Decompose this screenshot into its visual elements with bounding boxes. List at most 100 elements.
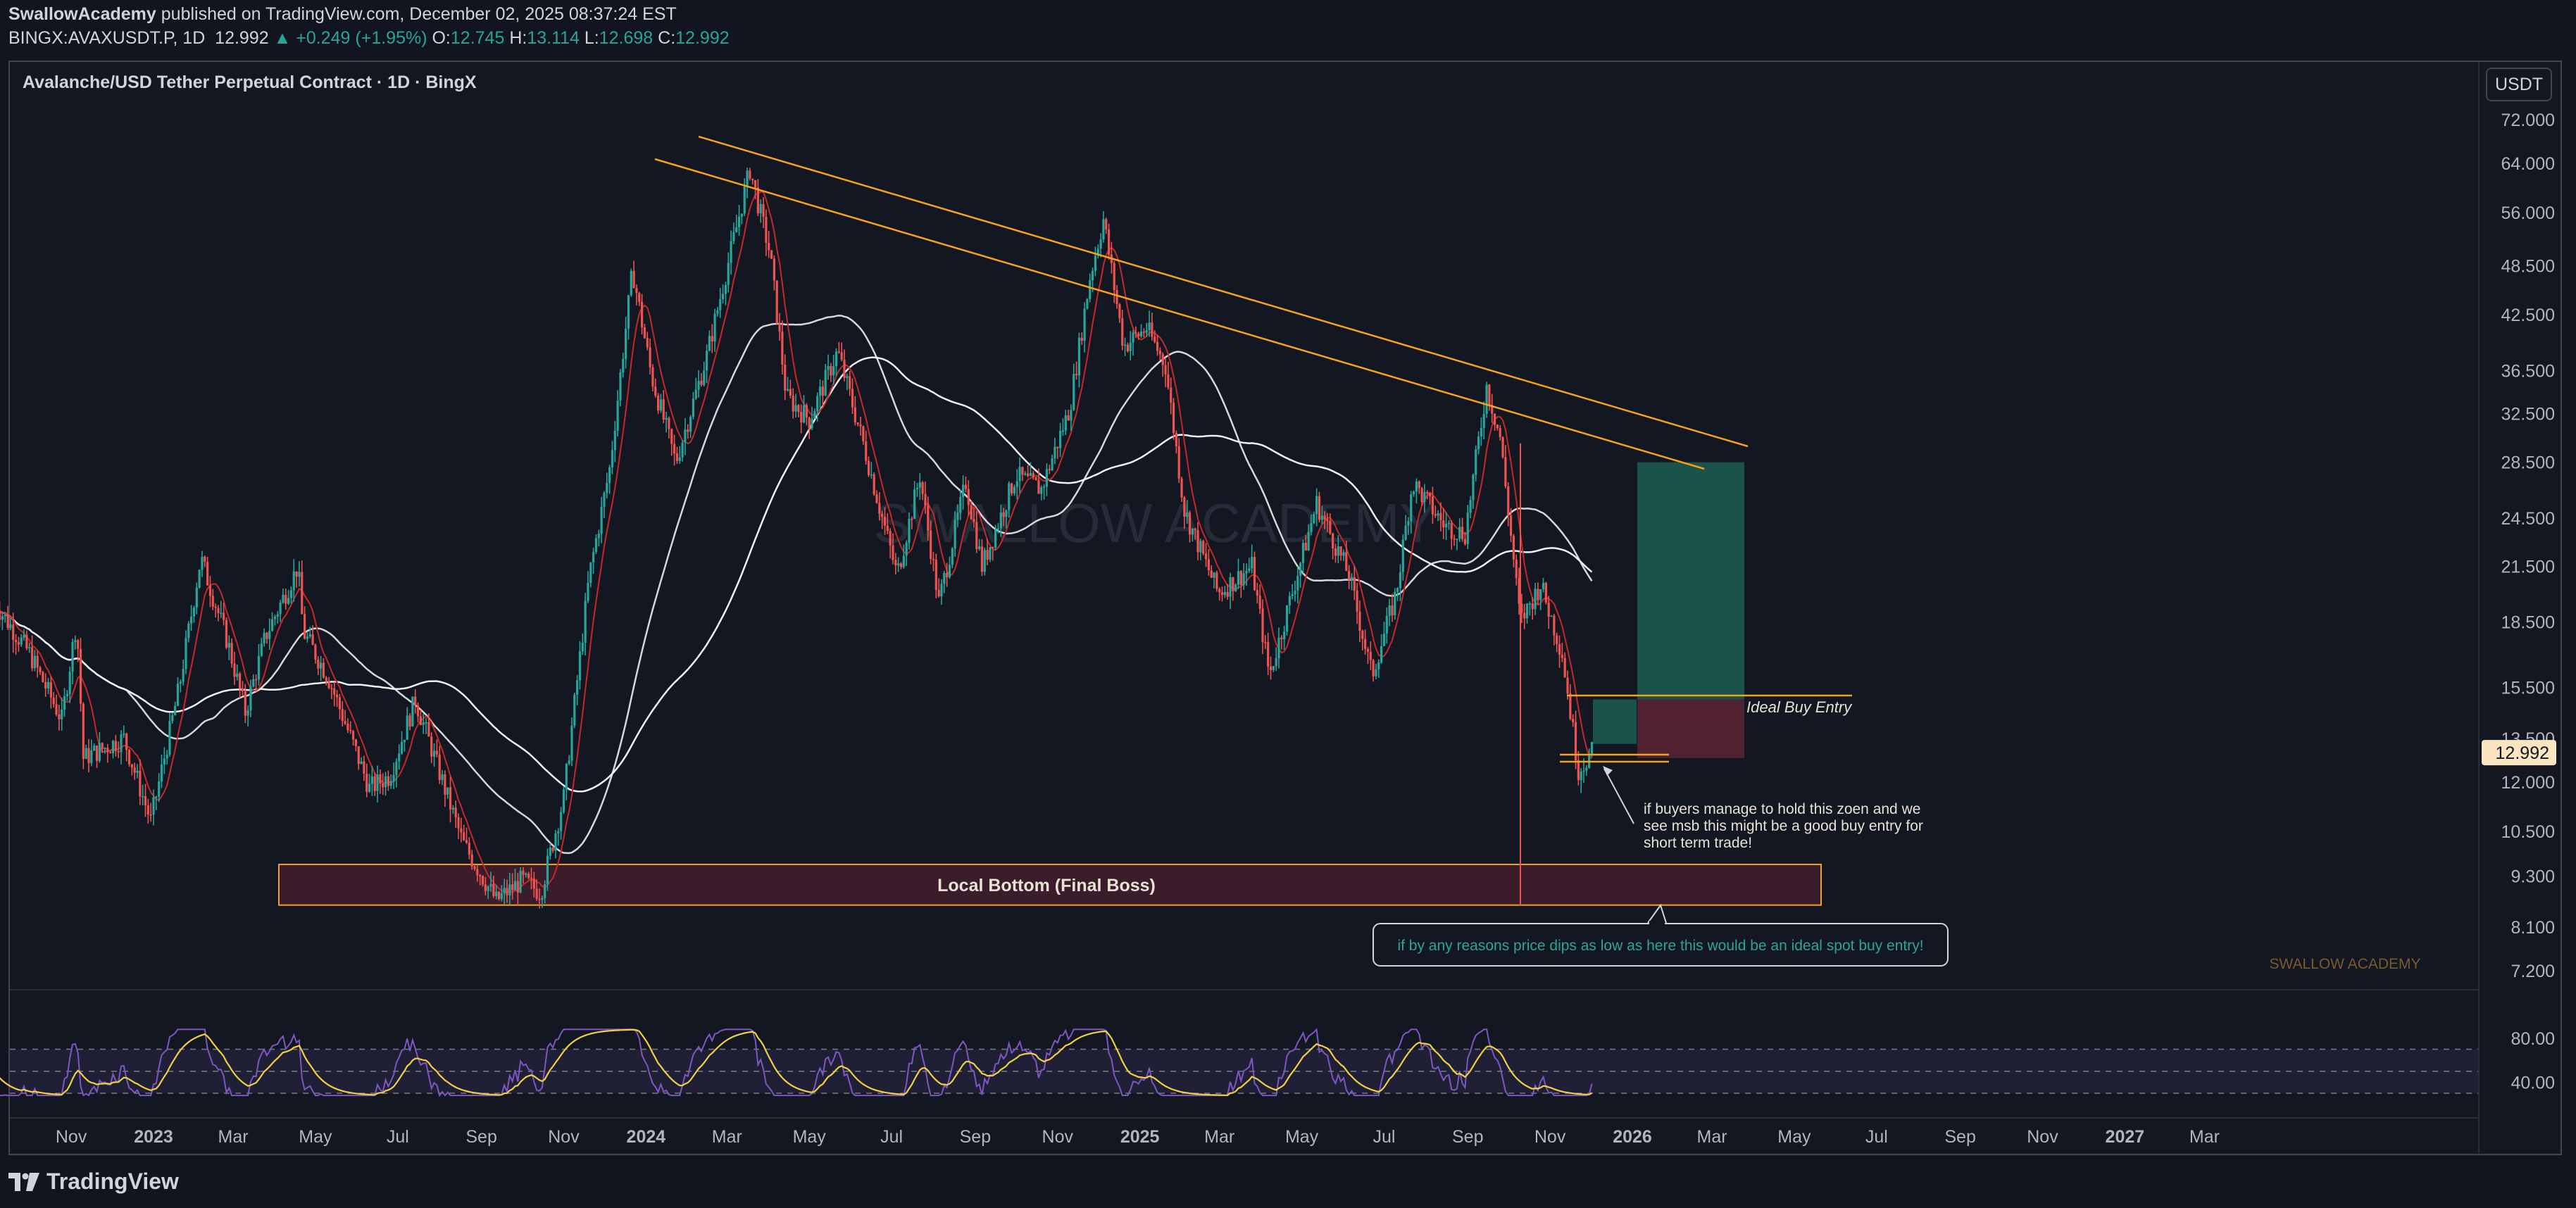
candle-body	[1261, 608, 1264, 643]
candle-body	[114, 741, 117, 751]
high-label: H:	[509, 28, 527, 48]
candle-body	[454, 807, 457, 817]
candle-body	[638, 293, 641, 302]
price-tick-label: 24.500	[2501, 509, 2555, 529]
candle-body	[1167, 374, 1170, 388]
candle-body	[1202, 541, 1205, 554]
time-tick-label: May	[1285, 1127, 1319, 1147]
candle-body	[104, 748, 106, 750]
candle-body	[63, 696, 66, 710]
candle-body	[959, 496, 962, 513]
candle-body	[1345, 552, 1348, 571]
candle-body	[1156, 341, 1159, 351]
candle-body	[1096, 248, 1099, 256]
candle-body	[287, 598, 290, 604]
candle-body	[1048, 469, 1051, 471]
candle-body	[484, 884, 487, 891]
candle-body	[789, 389, 792, 396]
candle-body	[700, 380, 703, 385]
candle-body	[1380, 646, 1383, 662]
candle-body	[1323, 515, 1326, 520]
candle-body	[411, 696, 414, 726]
resistance-trendline-upper[interactable]	[698, 135, 1749, 448]
candle-body	[611, 450, 614, 467]
candle-body	[881, 513, 884, 517]
candle-body	[1220, 592, 1224, 596]
candle-body	[368, 784, 371, 792]
candle-body	[557, 831, 560, 833]
candle-body	[1070, 410, 1073, 421]
candle-body	[1588, 753, 1591, 768]
candle-body	[527, 873, 530, 879]
callout-pointer-mask	[1649, 921, 1665, 926]
candle-body	[878, 503, 881, 514]
candle-body	[492, 883, 495, 896]
long-target-box[interactable]	[1637, 462, 1744, 700]
time-tick-label: Sep	[1452, 1127, 1483, 1147]
candle-body	[1258, 596, 1261, 609]
candle-body	[592, 552, 595, 562]
candle-body	[1210, 570, 1213, 578]
currency-button[interactable]: USDT	[2486, 68, 2552, 101]
candle-body	[1164, 365, 1167, 375]
candle-body	[856, 422, 859, 424]
candle-body	[503, 888, 506, 894]
candle-body	[724, 284, 727, 294]
candle-body	[765, 217, 768, 244]
candle-body	[192, 608, 196, 617]
price-tick-label: 12.000	[2501, 773, 2555, 793]
candle-body	[1083, 308, 1086, 341]
candle-body	[508, 884, 511, 895]
candle-body	[1253, 557, 1256, 591]
candle-body	[689, 417, 692, 432]
price-tick-label: 28.500	[2501, 453, 2555, 473]
candle-body	[1296, 575, 1299, 591]
candle-body	[818, 386, 822, 396]
candle-body	[1107, 229, 1111, 255]
candle-body	[1499, 428, 1501, 438]
author-name[interactable]: SwallowAcademy	[8, 4, 156, 24]
candle-body	[1313, 514, 1315, 524]
corner-watermark: SWALLOW ACADEMY	[2269, 956, 2420, 972]
price-change: ▲ +0.249 (+1.95%)	[273, 28, 427, 48]
candle-body	[837, 351, 840, 353]
candle-body	[246, 710, 249, 716]
local-bottom-label: Local Bottom (Final Boss)	[937, 876, 1156, 895]
candle-body	[816, 396, 819, 411]
candle-body	[694, 389, 697, 399]
candle-body	[1177, 446, 1180, 479]
candle-body	[6, 615, 9, 628]
candle-body	[1523, 612, 1526, 619]
candle-body	[1520, 603, 1523, 613]
chart-frame[interactable]	[8, 61, 2562, 1155]
candle-body	[36, 655, 39, 668]
watermark-text: SWALLOW ACADEMY	[874, 492, 1437, 554]
candle-body	[314, 645, 317, 660]
rsi-tick-label: 40.00	[2511, 1073, 2555, 1093]
candle-body	[627, 295, 630, 329]
candle-body	[190, 616, 193, 624]
candle-body	[325, 677, 327, 681]
candle-body	[139, 770, 142, 797]
tradingview-logo[interactable]: TradingView	[8, 1169, 179, 1195]
resistance-trendline-lower[interactable]	[654, 158, 1705, 470]
long-stop-box[interactable]	[1637, 699, 1744, 758]
time-tick-label: Jul	[1865, 1127, 1888, 1147]
candle-body	[1188, 512, 1192, 535]
candle-body	[1361, 631, 1364, 639]
candle-body	[1161, 354, 1164, 365]
candle-body	[1439, 513, 1442, 521]
candle-body	[1191, 528, 1194, 535]
time-tick-label: Mar	[712, 1127, 742, 1147]
candle-body	[292, 571, 295, 591]
time-tick-label: Jul	[1373, 1127, 1395, 1147]
rsi-pane: 80.00 40.00	[0, 62, 2555, 1153]
candle-body	[781, 332, 784, 365]
candle-body	[1450, 522, 1453, 539]
candle-body	[684, 429, 687, 443]
candle-body	[1556, 635, 1558, 645]
candle-body	[1326, 519, 1329, 521]
candle-body	[681, 442, 684, 458]
candle-body	[705, 351, 708, 371]
